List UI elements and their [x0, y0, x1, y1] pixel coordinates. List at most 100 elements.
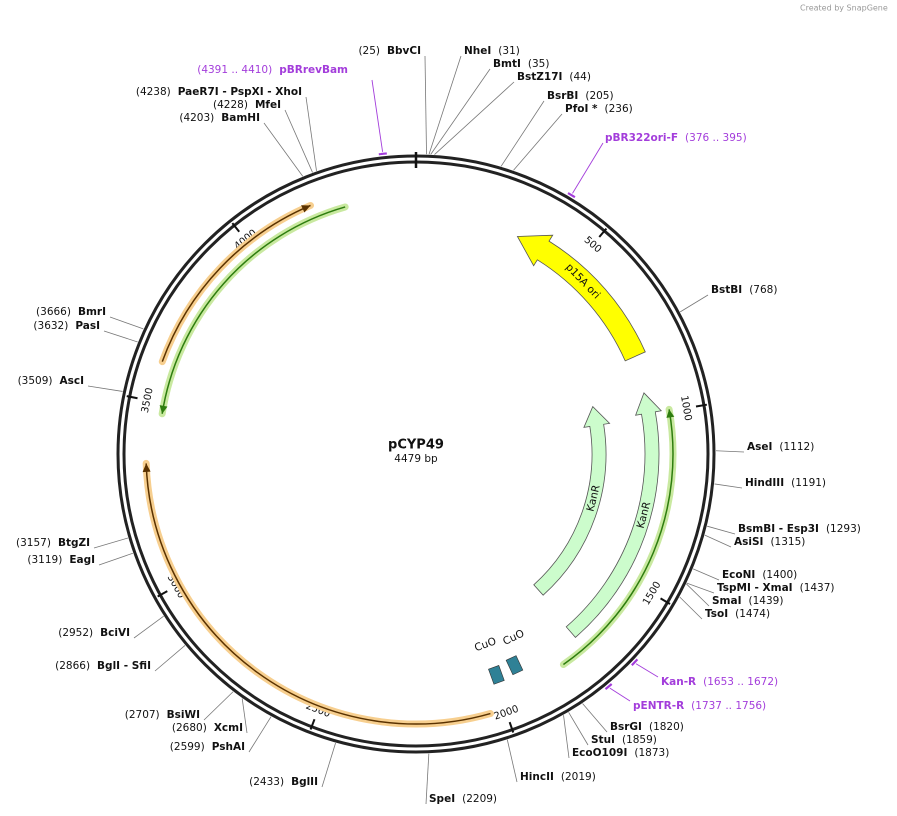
site-label: (2599) PshAI	[170, 741, 245, 753]
primer-leader	[572, 142, 604, 194]
site-name: TsoI	[705, 608, 728, 620]
site-position: (768)	[749, 284, 777, 296]
site-label: pENTR-R (1737 .. 1756)	[633, 700, 766, 712]
site-label: (2433) BglII	[249, 776, 318, 788]
site-label: (4228) MfeI	[213, 99, 281, 111]
primer-mark	[567, 192, 576, 199]
leader-line	[103, 330, 138, 343]
site-name: BglII	[291, 776, 318, 788]
site-name: HincII	[520, 771, 554, 783]
tick-mark	[157, 590, 168, 598]
leader-line	[284, 109, 313, 173]
leader-line	[98, 552, 134, 566]
leader-line	[500, 100, 545, 167]
site-name: BbvCI	[387, 45, 421, 57]
site-position: (205)	[585, 90, 613, 102]
site-name: BmtI	[493, 58, 521, 70]
tick-mark	[231, 222, 240, 233]
site-position: (1653 .. 1672)	[703, 676, 778, 688]
site-label: StuI (1859)	[591, 734, 657, 746]
site-name: pBR322ori-F	[605, 132, 678, 144]
green-arc-head	[666, 409, 675, 418]
site-label: (3119) EagI	[27, 554, 95, 566]
site-label: (3666) BmrI	[36, 306, 106, 318]
site-label: BsrGI (1820)	[610, 721, 684, 733]
site-name: TspMI - XmaI	[717, 582, 793, 594]
leader-line	[513, 113, 563, 171]
site-position: (1315)	[770, 536, 805, 548]
site-position: (2866)	[55, 660, 90, 672]
site-position: (1191)	[791, 477, 826, 489]
site-position: (1820)	[649, 721, 684, 733]
site-position: (2707)	[125, 709, 160, 721]
site-name: BsiWI	[167, 709, 200, 721]
site-position: (1474)	[735, 608, 770, 620]
site-label: SpeI (2209)	[429, 793, 497, 805]
site-position: (2599)	[170, 741, 205, 753]
site-label: PfoI * (236)	[565, 103, 633, 115]
site-label: (2952) BciVI	[58, 627, 130, 639]
site-label: TsoI (1474)	[705, 608, 770, 620]
site-position: (1859)	[622, 734, 657, 746]
site-name: BstBI	[711, 284, 742, 296]
leader-line	[679, 596, 703, 620]
leader-line	[568, 712, 589, 746]
leader-line	[692, 568, 720, 581]
kanr-arrow	[533, 405, 611, 596]
tick-label: 500	[582, 235, 604, 256]
leader-line	[715, 450, 745, 453]
feature-label: CuO	[501, 628, 526, 648]
site-name: BsrBI	[547, 90, 578, 102]
green-arc-head	[159, 405, 168, 414]
site-position: (31)	[498, 45, 520, 57]
orange-arc-head	[142, 463, 151, 473]
site-label: AseI (1112)	[747, 441, 814, 453]
site-name: pBRrevBam	[279, 64, 348, 76]
site-position: (1293)	[826, 523, 861, 535]
leader-line	[430, 68, 491, 155]
site-position: (1439)	[749, 595, 784, 607]
leader-line	[93, 537, 129, 549]
site-label: (3157) BtgZI	[16, 537, 90, 549]
leader-line	[428, 55, 462, 155]
site-label: EcoO109I (1873)	[572, 747, 669, 759]
site-position: (35)	[528, 58, 550, 70]
site-name: EcoNI	[722, 569, 755, 581]
site-name: AseI	[747, 441, 772, 453]
site-name: HindIII	[745, 477, 784, 489]
site-label: (4391 .. 4410) pBRrevBam	[197, 64, 348, 76]
tick-mark	[660, 597, 671, 605]
site-name: EagI	[69, 554, 95, 566]
leader-line	[87, 385, 123, 392]
site-position: (236)	[605, 103, 633, 115]
tick-label: 1500	[641, 580, 663, 608]
site-label: SmaI (1439)	[712, 595, 783, 607]
site-position: (2019)	[561, 771, 596, 783]
primer-leader	[371, 79, 384, 152]
tick-label: 2000	[493, 704, 521, 723]
site-name: XcmI	[214, 722, 243, 734]
site-position: (1112)	[779, 441, 814, 453]
tick-mark	[309, 718, 316, 730]
leader-line	[241, 698, 248, 734]
leader-line	[425, 753, 430, 805]
leader-line	[263, 122, 304, 177]
site-label: Kan-R (1653 .. 1672)	[661, 676, 778, 688]
leader-line	[714, 483, 743, 489]
feature-label: CuO	[473, 635, 498, 654]
site-position: (3666)	[36, 306, 71, 318]
site-name: NheI	[464, 45, 491, 57]
leader-line	[109, 316, 144, 330]
site-label: BmtI (35)	[493, 58, 549, 70]
site-position: (4228)	[213, 99, 248, 111]
orange-arc	[161, 204, 311, 362]
site-label: EcoNI (1400)	[722, 569, 797, 581]
leader-line	[704, 534, 732, 548]
leader-line	[582, 703, 608, 733]
site-position: (2952)	[58, 627, 93, 639]
leader-line	[203, 691, 234, 721]
site-position: (44)	[569, 71, 591, 83]
site-position: (1400)	[762, 569, 797, 581]
cuo-box	[505, 655, 524, 676]
leader-line	[154, 645, 186, 672]
